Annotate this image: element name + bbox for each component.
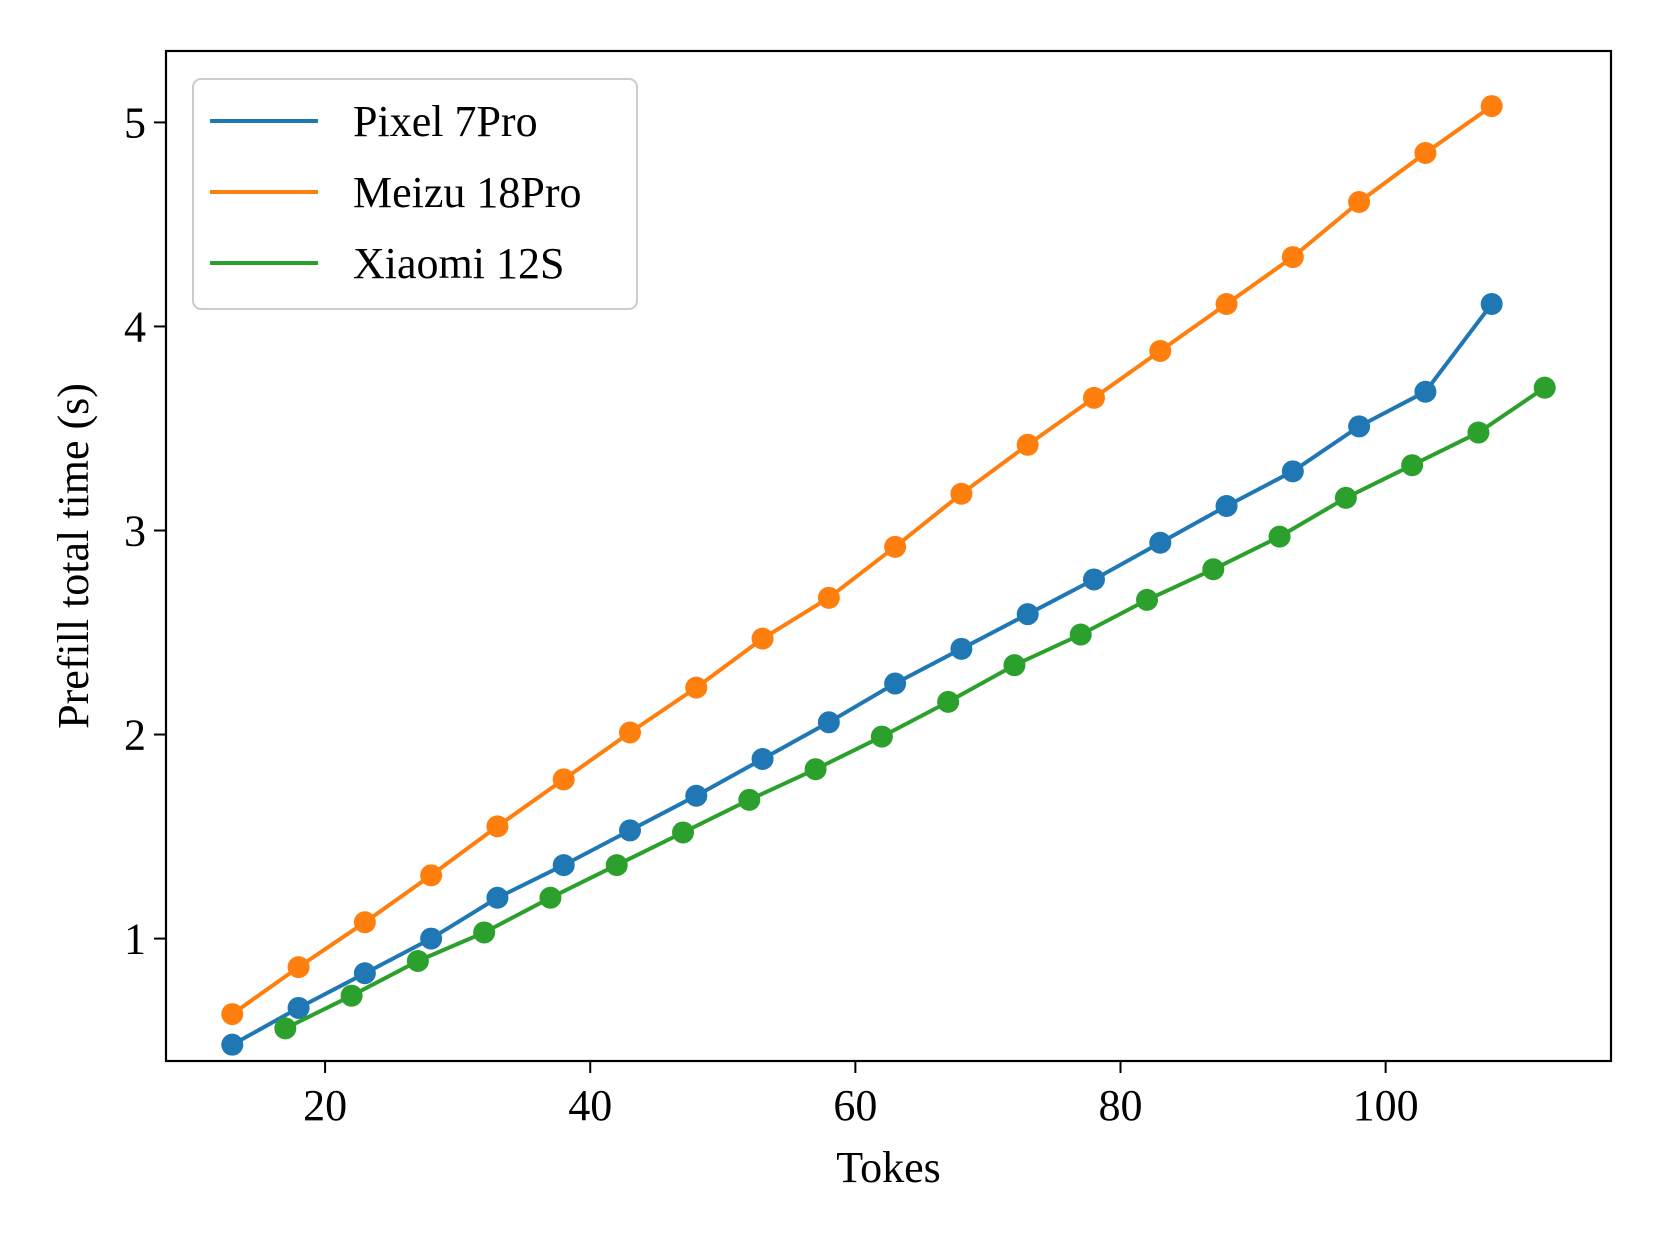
y-tick-label: 3 [124, 506, 146, 555]
series-meizu-18pro [221, 95, 1503, 1026]
data-point-meizu-18pro [1480, 95, 1503, 118]
y-axis-ticks: 1 2 3 4 5 [124, 98, 166, 964]
data-point-xiaomi-12s [937, 690, 960, 713]
x-tick-label: 80 [1098, 1081, 1142, 1130]
data-point-xiaomi-12s [274, 1017, 297, 1040]
data-point-xiaomi-12s [672, 821, 695, 844]
data-point-pixel-7pro [685, 784, 708, 807]
data-point-xiaomi-12s [1401, 454, 1424, 477]
data-point-meizu-18pro [1414, 142, 1437, 165]
series-line-xiaomi-12s [283, 385, 1547, 1031]
legend-label-meizu-18pro: Meizu 18Pro [353, 168, 582, 217]
y-tick-label: 4 [124, 302, 146, 351]
data-point-pixel-7pro [1149, 531, 1172, 554]
data-point-xiaomi-12s [473, 921, 496, 944]
data-point-pixel-7pro [1281, 460, 1304, 483]
data-point-xiaomi-12s [1334, 486, 1357, 509]
data-point-pixel-7pro [353, 962, 376, 985]
data-point-pixel-7pro [817, 711, 840, 734]
legend-label-xiaomi-12s: Xiaomi 12S [353, 239, 564, 288]
data-point-meizu-18pro [884, 535, 907, 558]
data-point-pixel-7pro [1215, 495, 1238, 518]
data-point-xiaomi-12s [870, 725, 893, 748]
data-point-xiaomi-12s [1069, 623, 1092, 646]
data-point-pixel-7pro [950, 637, 973, 660]
data-point-pixel-7pro [420, 927, 443, 950]
data-point-meizu-18pro [1215, 293, 1238, 316]
data-point-meizu-18pro [618, 721, 641, 744]
data-point-meizu-18pro [950, 482, 973, 505]
series-xiaomi-12s [274, 376, 1556, 1040]
y-tick-label: 5 [124, 98, 146, 147]
data-point-pixel-7pro [221, 1033, 244, 1056]
plot-area-frame [164, 49, 1613, 1063]
data-point-meizu-18pro [1281, 246, 1304, 269]
data-point-pixel-7pro [1414, 380, 1437, 403]
x-axis-ticks: 20 40 60 80 100 [303, 1061, 1419, 1130]
data-point-xiaomi-12s [804, 758, 827, 781]
data-point-pixel-7pro [1016, 603, 1039, 626]
series-pixel-7pro [221, 293, 1503, 1056]
legend-frame [192, 78, 638, 310]
series-layer [221, 95, 1556, 1056]
data-point-meizu-18pro [420, 864, 443, 887]
data-point-xiaomi-12s [340, 984, 363, 1007]
data-point-meizu-18pro [1348, 190, 1371, 213]
data-point-xiaomi-12s [1003, 654, 1026, 677]
data-point-meizu-18pro [486, 815, 509, 838]
data-point-xiaomi-12s [605, 854, 628, 877]
data-point-xiaomi-12s [1268, 525, 1291, 548]
data-point-pixel-7pro [552, 854, 575, 877]
data-point-xiaomi-12s [738, 788, 761, 811]
data-point-pixel-7pro [1082, 568, 1105, 591]
data-point-xiaomi-12s [1202, 558, 1225, 581]
data-point-pixel-7pro [884, 672, 907, 695]
data-point-xiaomi-12s [1533, 376, 1556, 399]
legend-label-pixel-7pro: Pixel 7Pro [353, 97, 538, 146]
data-point-pixel-7pro [287, 996, 310, 1019]
x-axis-label: Tokes [836, 1143, 940, 1192]
data-point-meizu-18pro [221, 1003, 244, 1026]
data-point-pixel-7pro [486, 886, 509, 909]
data-point-pixel-7pro [751, 748, 774, 771]
x-tick-label: 40 [568, 1081, 612, 1130]
data-point-xiaomi-12s [406, 950, 429, 973]
data-point-meizu-18pro [751, 627, 774, 650]
x-tick-label: 100 [1353, 1081, 1419, 1130]
legend: Pixel 7Pro Meizu 18Pro Xiaomi 12S [192, 78, 638, 310]
y-tick-label: 2 [124, 711, 146, 760]
data-point-meizu-18pro [1082, 386, 1105, 409]
y-axis-label: Prefill total time (s) [49, 383, 98, 729]
data-point-meizu-18pro [353, 911, 376, 934]
data-point-meizu-18pro [817, 586, 840, 609]
x-tick-label: 20 [303, 1081, 347, 1130]
data-point-xiaomi-12s [1136, 588, 1159, 611]
data-point-pixel-7pro [1348, 415, 1371, 438]
series-line-pixel-7pro [230, 302, 1494, 1047]
series-line-meizu-18pro [230, 104, 1494, 1017]
data-point-pixel-7pro [1480, 293, 1503, 316]
y-tick-label: 1 [124, 915, 146, 964]
data-point-pixel-7pro [618, 819, 641, 842]
legend-entries: Pixel 7Pro Meizu 18Pro Xiaomi 12S [210, 97, 582, 288]
data-point-meizu-18pro [287, 956, 310, 979]
x-tick-label: 60 [833, 1081, 877, 1130]
data-point-xiaomi-12s [1467, 421, 1490, 444]
data-point-meizu-18pro [1149, 339, 1172, 362]
data-point-meizu-18pro [1016, 433, 1039, 456]
data-point-meizu-18pro [685, 676, 708, 699]
data-point-meizu-18pro [552, 768, 575, 791]
data-point-xiaomi-12s [539, 886, 562, 909]
